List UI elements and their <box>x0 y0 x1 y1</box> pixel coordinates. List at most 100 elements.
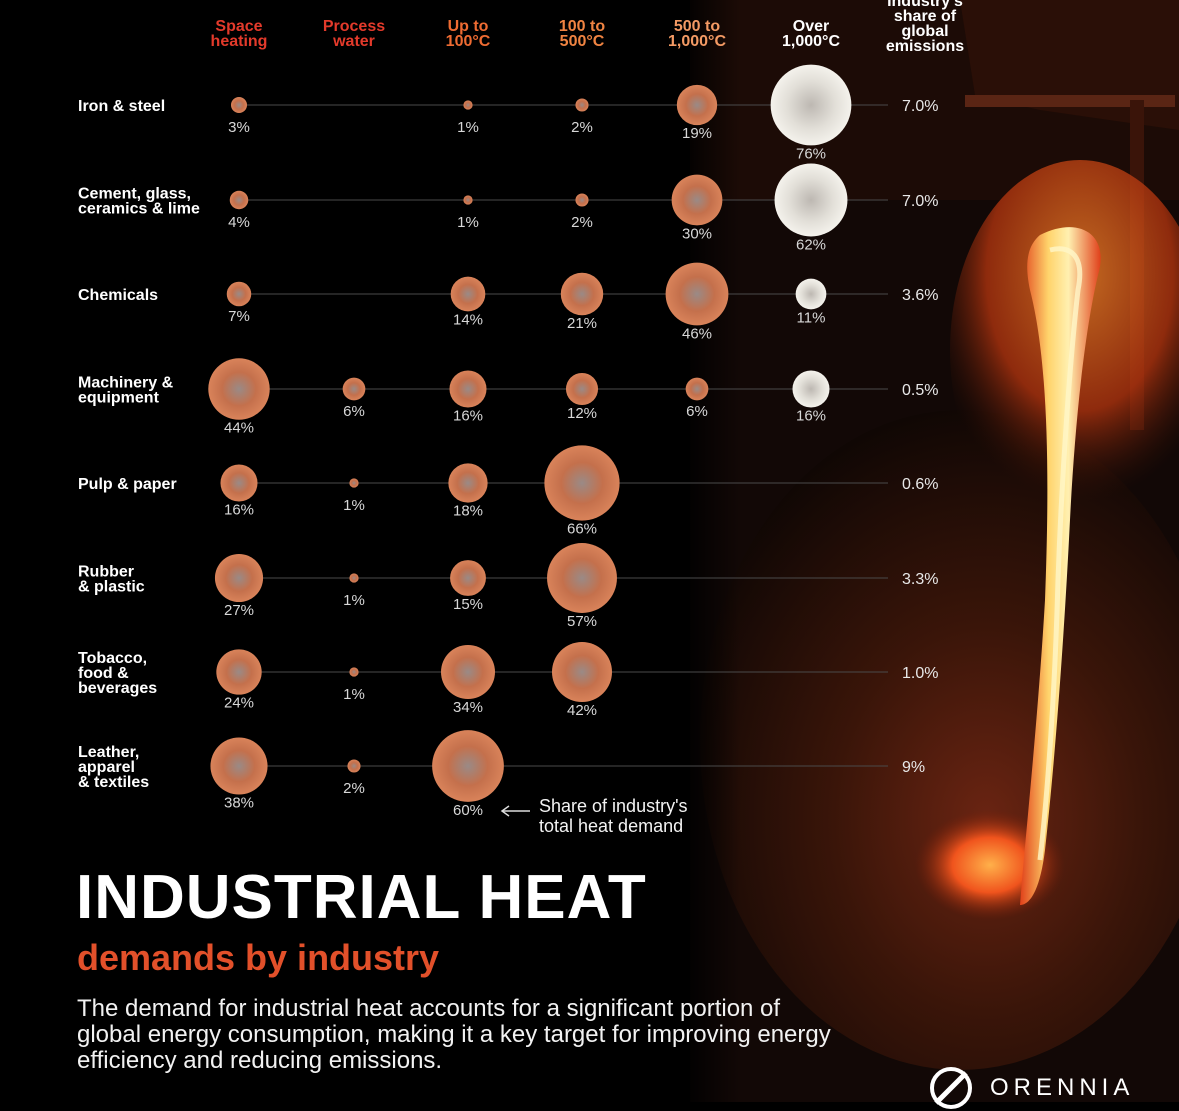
bubble <box>349 478 359 488</box>
row-label: Cement, glass, ceramics & lime <box>78 186 200 218</box>
value-label: 7% <box>228 308 250 325</box>
value-label: 1% <box>457 119 479 136</box>
emissions-value: 0.6% <box>902 476 938 493</box>
value-label: 60% <box>453 802 483 819</box>
value-label: 76% <box>796 145 826 162</box>
svg-text:Share of industry's tota: Share of industry's total heat demand <box>539 796 693 836</box>
bubble <box>547 543 617 613</box>
emissions-value: 9% <box>902 759 925 776</box>
bubble <box>230 96 248 114</box>
emissions-value: 7.0% <box>902 98 938 115</box>
emissions-value: 0.5% <box>902 382 938 399</box>
annotation-arrow-head <box>500 805 510 817</box>
column-header-1: Space heating <box>211 18 268 50</box>
bubble <box>349 667 359 677</box>
value-label: 12% <box>567 405 597 422</box>
page-title: INDUSTRIAL HEAT <box>76 863 647 932</box>
value-label: 27% <box>224 602 254 619</box>
bubble <box>770 64 852 146</box>
bubble <box>208 358 270 420</box>
chart-row: Chemicals 7% 14% 21% 46% 11% 3.6% <box>78 262 938 342</box>
value-label: 18% <box>453 503 483 520</box>
bubble <box>774 163 848 237</box>
value-label: 3% <box>228 119 250 136</box>
value-label: 2% <box>343 780 365 797</box>
value-label: 4% <box>228 214 250 231</box>
bubble <box>671 174 723 226</box>
value-label: 15% <box>453 596 483 613</box>
emissions-value: 1.0% <box>902 665 938 682</box>
bubble <box>551 641 613 703</box>
value-label: 11% <box>797 309 826 326</box>
value-label: 30% <box>682 225 712 242</box>
row-label: Rubber & plastic <box>78 564 145 596</box>
brand-mark-icon <box>930 1067 972 1109</box>
column-header-4: 100 to 500°C <box>559 18 605 50</box>
chart-row: Machinery & equipment 44% 6% 16% 12% 6% 16% 0.5% <box>78 358 938 437</box>
bubble <box>560 272 604 316</box>
value-label: 1% <box>343 497 365 514</box>
value-label: 14% <box>453 311 483 328</box>
bubble <box>214 553 264 603</box>
annotation: Share of industry's total heat demand <box>500 796 693 836</box>
bubble <box>449 370 487 408</box>
emissions-value: 3.6% <box>902 287 938 304</box>
brand-name: ORENNIA <box>990 1074 1135 1101</box>
value-label: 42% <box>567 702 597 719</box>
row-label: Tobacco, food & beverages <box>78 650 157 697</box>
chart-row: Iron & steel 3% 1% 2% 19% 76% 7.0% <box>78 64 938 162</box>
value-label: 66% <box>567 521 597 538</box>
value-label: 44% <box>224 420 254 437</box>
value-label: 38% <box>224 795 254 812</box>
emissions-header-label: Industry's share of global emissions <box>886 0 964 55</box>
annotation-line-1: Share of industry's <box>539 796 688 816</box>
bubble <box>565 372 599 406</box>
bubble <box>575 98 589 112</box>
bubble <box>450 276 486 312</box>
bubble <box>349 573 359 583</box>
column-header-3: Up to 100°C <box>446 18 491 50</box>
value-label: 2% <box>571 119 593 136</box>
page-subtitle: demands by industry <box>77 937 440 978</box>
row-label: Pulp & paper <box>78 476 177 493</box>
chart-row: Rubber & plastic 27% 1% 15% 57% 3.3% <box>78 543 938 630</box>
emissions-header: Industry's share of global emissions <box>886 0 964 55</box>
chart-row: Leather, apparel & textiles 38% 2% 60% 9% <box>78 730 925 819</box>
bubble <box>448 463 488 503</box>
value-label: 16% <box>224 502 254 519</box>
bubble <box>676 84 718 126</box>
bubble <box>544 445 620 521</box>
value-label: 16% <box>453 408 483 425</box>
brand-logo: ORENNIA <box>928 1067 1135 1109</box>
bubble <box>463 195 473 205</box>
bubble <box>450 560 486 596</box>
bubble <box>220 464 258 502</box>
bubble <box>665 262 729 326</box>
bubble <box>441 645 495 699</box>
value-label: 1% <box>343 686 365 703</box>
row-label: Chemicals <box>78 287 158 304</box>
emissions-value: 7.0% <box>902 193 938 210</box>
chart-row: Pulp & paper 16% 1% 18% 66% 0.6% <box>78 445 938 538</box>
bubble <box>792 370 830 408</box>
bubble <box>347 759 361 773</box>
bubble <box>575 193 589 207</box>
value-label: 34% <box>453 699 483 716</box>
value-label: 46% <box>682 325 712 342</box>
annotation-line-2: total heat demand <box>539 816 683 836</box>
bubble <box>229 190 249 210</box>
column-header-6: Over 1,000°C <box>782 18 840 50</box>
value-label: 2% <box>571 214 593 231</box>
bubble <box>210 737 268 795</box>
column-header-2: Process water <box>323 18 385 50</box>
value-label: 6% <box>343 403 365 420</box>
row-label: Machinery & equipment <box>78 375 174 407</box>
row-label: Iron & steel <box>78 98 165 115</box>
chart-row: Cement, glass, ceramics & lime 4% 1% 2% 30% 62… <box>78 163 938 253</box>
bubble <box>432 730 504 802</box>
heat-demand-bubble-chart: Space heating Process water Up to 100°C 100 to… <box>78 0 964 836</box>
value-label: 21% <box>567 315 597 332</box>
value-label: 6% <box>686 403 708 420</box>
